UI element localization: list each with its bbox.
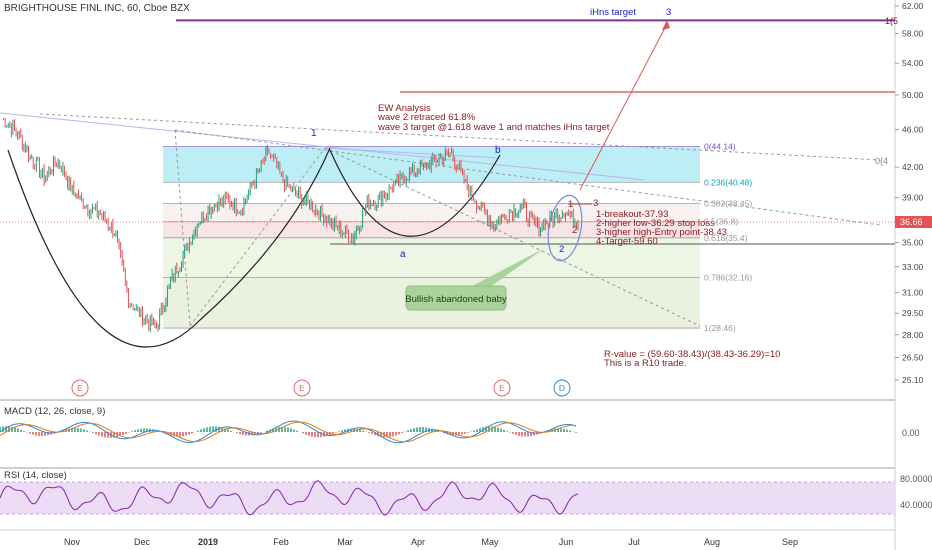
mid-right-tag: 0(4	[875, 156, 888, 166]
event-marker-label-0: E	[77, 383, 83, 393]
small-wave-3: 3	[593, 198, 598, 209]
time-axis-label-2: 2019	[198, 537, 218, 547]
ew-line-2: wave 3 target @1.618 wave 1 and matches …	[377, 122, 610, 133]
fib-label-6: 1(28.46)	[704, 323, 736, 333]
target-arrow	[579, 23, 668, 191]
time-axis-label-9: Aug	[704, 537, 720, 547]
rsi-axis-tick-80: 80.0000	[900, 474, 932, 484]
rsi-path	[0, 480, 579, 516]
event-marker-label-1: E	[299, 383, 305, 393]
macd-axis-tick: 0.00	[902, 428, 920, 438]
rvalue-line-2: This is a R10 trade.	[604, 358, 686, 369]
price-tick-label-13: 26.50	[902, 353, 924, 363]
plan-line-2: 2-higher low-36.29 stop loss	[596, 218, 715, 229]
price-tick-label-8: 35.00	[902, 237, 924, 247]
pattern-callout-text: Bullish abandoned baby	[405, 294, 507, 305]
pattern-callout	[405, 285, 507, 311]
ew-title: EW Analysis	[378, 103, 431, 114]
price-tick-label-2: 54.00	[902, 58, 924, 68]
pattern-callout-tail	[470, 248, 545, 287]
trendline-dashed-2	[174, 129, 881, 226]
time-axis-label-6: May	[481, 537, 499, 547]
small-wave-1: 1	[568, 199, 573, 210]
big-cup-arc	[7, 147, 331, 348]
small-wave-2b: 2	[559, 244, 564, 255]
time-axis-label-7: Jun	[559, 537, 574, 547]
macd-signal-line	[0, 421, 577, 443]
price-series	[3, 117, 579, 333]
last-price-badge	[895, 216, 932, 228]
price-tick-label-1: 58.00	[902, 29, 924, 39]
time-axis-label-5: Apr	[411, 537, 425, 547]
fib-label-5: 0.786(32.16)	[704, 272, 752, 282]
trendline-dashed-1	[39, 113, 881, 161]
target-arrowhead	[662, 20, 670, 30]
trendline-dashed-5	[174, 129, 191, 327]
time-axis-label-10: Sep	[782, 537, 798, 547]
price-tick-label-9: 33.00	[902, 262, 924, 272]
fib-label-2: 0.382(38.45)	[704, 199, 752, 209]
fib-label-4: 0.618(35.4)	[704, 233, 748, 243]
price-tick-label-3: 50.00	[902, 90, 924, 100]
fib-zone-1	[163, 182, 700, 204]
event-marker-2	[493, 379, 511, 397]
event-marker-label-2: E	[499, 383, 505, 393]
plan-line-3: 3-higher high-Entry point-38.43	[596, 227, 727, 238]
macd-pane	[0, 420, 577, 444]
price-tick-label-14: 25.10	[902, 375, 924, 385]
price-tick-label-5: 42.00	[902, 162, 924, 172]
wave-b-label: b	[495, 145, 501, 156]
price-tick-label-0: 62.00	[902, 1, 924, 11]
ew-line-1: wave 2 retraced 61.8%	[377, 112, 476, 123]
trendline-upper	[0, 112, 646, 181]
price-tick-label-11: 29.50	[902, 308, 924, 318]
fib-label-1: 0.236(40.48)	[704, 177, 752, 187]
event-marker-1	[293, 379, 311, 397]
price-tick-label-4: 46.00	[902, 124, 924, 134]
rsi-axis-tick-40: 40.0000	[900, 500, 932, 510]
plan-line-1: 1-breakout-37.93	[596, 209, 668, 220]
fib-labels: 0(44.14) 0.236(40.48) 0.382(38.45) 0.5(36.8…	[704, 142, 752, 334]
time-axis-label-4: Mar	[337, 537, 353, 547]
chart-title: BRIGHTHOUSE FINL INC, 60, Cboe BZX	[4, 3, 190, 14]
last-price-text: 36.66	[900, 217, 923, 227]
rvalue-line-1: R-value = (59.60-38.43)/(38.43-36.29)=10	[604, 349, 780, 360]
top-right-tag: 1(5	[885, 16, 898, 26]
fib-zone-3	[163, 221, 700, 238]
ihns-target-label: iHns target	[590, 7, 636, 18]
mid-cup-arc	[329, 149, 501, 237]
time-axis[interactable]: Nov Dec 2019 Feb Mar Apr May Jun Jul Aug Sep	[64, 537, 798, 547]
plan-line-4: 4-Target-59.60	[596, 236, 658, 247]
small-wave-2: 2	[572, 225, 577, 236]
macd-line	[0, 420, 577, 444]
rsi-line	[0, 480, 579, 516]
rsi-label: RSI (14, close)	[4, 470, 67, 481]
time-axis-label-3: Feb	[273, 537, 289, 547]
fib-label-0: 0(44.14)	[704, 142, 736, 152]
price-axis[interactable]: 62.0058.0054.0050.0046.0042.0039.0037.00…	[895, 1, 924, 385]
event-marker-0	[71, 379, 89, 397]
trendline-upper-2	[324, 147, 501, 159]
wave-a-label: a	[400, 249, 406, 260]
trendline-dashed-3	[189, 147, 326, 327]
ihns-target-num: 3	[666, 7, 671, 18]
time-axis-label-0: Nov	[64, 537, 81, 547]
wave-ellipse	[547, 194, 583, 262]
fibonacci-zones	[163, 146, 700, 329]
fib-label-3: 0.5(36.8)	[704, 217, 738, 227]
price-tick-label-6: 39.00	[902, 193, 924, 203]
time-axis-label-1: Dec	[134, 537, 151, 547]
price-tick-label-12: 28.00	[902, 330, 924, 340]
time-axis-label-8: Jul	[628, 537, 640, 547]
event-marker-3	[553, 379, 571, 397]
event-marker-label-3: D	[559, 383, 565, 393]
wave-1-label: 1	[311, 128, 317, 139]
macd-label: MACD (12, 26, close, 9)	[4, 406, 106, 417]
price-tick-label-10: 31.00	[902, 288, 924, 298]
